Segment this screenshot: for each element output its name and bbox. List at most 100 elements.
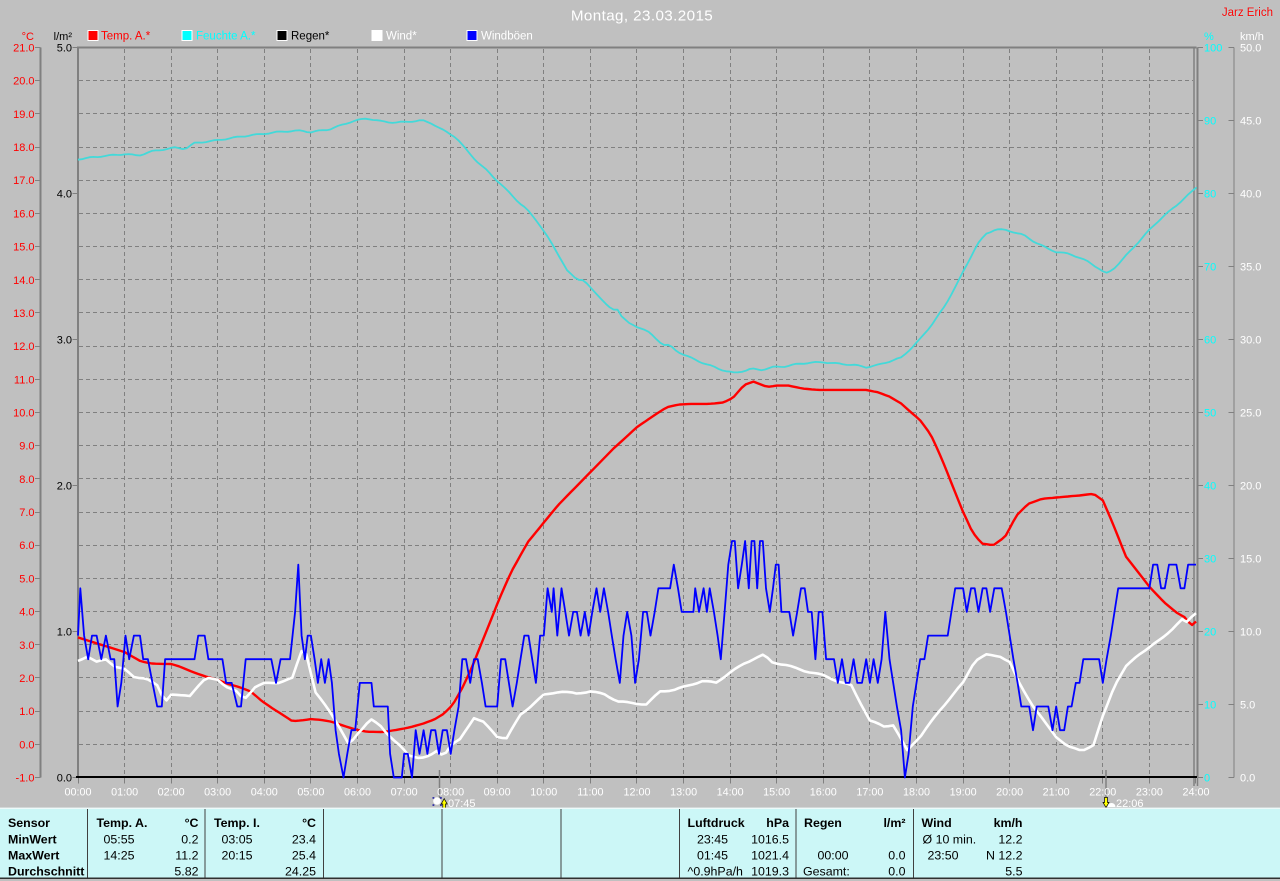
svg-text:20.0: 20.0: [13, 76, 34, 88]
svg-text:3.0: 3.0: [57, 335, 72, 347]
svg-text:l/m²: l/m²: [883, 816, 905, 830]
svg-text:40.0: 40.0: [1240, 189, 1261, 201]
svg-text:24:00: 24:00: [1182, 787, 1209, 799]
svg-text:70: 70: [1204, 262, 1216, 274]
svg-text:5.0: 5.0: [1240, 700, 1255, 712]
svg-text:100: 100: [1204, 43, 1222, 55]
svg-text:30: 30: [1204, 554, 1216, 566]
svg-text:12.2: 12.2: [998, 833, 1022, 847]
svg-text:12:00: 12:00: [623, 787, 650, 799]
svg-text:11:00: 11:00: [577, 787, 603, 799]
svg-text:17:00: 17:00: [856, 787, 883, 799]
svg-text:09:00: 09:00: [484, 787, 511, 799]
svg-text:0.0: 0.0: [888, 849, 905, 863]
svg-text:Gesamt:: Gesamt:: [803, 865, 850, 879]
svg-text:Jarz Erich: Jarz Erich: [1222, 7, 1273, 19]
svg-text:3.0: 3.0: [19, 640, 34, 652]
svg-text:2.0: 2.0: [19, 673, 34, 685]
svg-text:20.0: 20.0: [1240, 481, 1261, 493]
svg-text:17.0: 17.0: [13, 175, 34, 187]
svg-text:15.0: 15.0: [1240, 554, 1261, 566]
svg-text:1.0: 1.0: [57, 627, 72, 639]
svg-text:25.0: 25.0: [1240, 408, 1261, 420]
svg-text:6.0: 6.0: [19, 540, 34, 552]
svg-text:90: 90: [1204, 116, 1216, 128]
svg-text:13:00: 13:00: [670, 787, 697, 799]
svg-text:Montag, 23.03.2015: Montag, 23.03.2015: [571, 8, 713, 25]
svg-text:0.0: 0.0: [19, 739, 34, 751]
svg-text:16:00: 16:00: [810, 787, 837, 799]
svg-text:Wind*: Wind*: [386, 31, 417, 43]
svg-text:01:00: 01:00: [111, 787, 138, 799]
svg-text:60: 60: [1204, 335, 1216, 347]
svg-text:20: 20: [1204, 627, 1216, 639]
svg-text:Temp. A.: Temp. A.: [97, 816, 148, 830]
svg-text:10.0: 10.0: [1240, 627, 1261, 639]
svg-text:00:00: 00:00: [818, 849, 849, 863]
svg-text:7.0: 7.0: [19, 507, 34, 519]
svg-text:03:00: 03:00: [204, 787, 231, 799]
svg-text:10:00: 10:00: [530, 787, 557, 799]
svg-text:10.0: 10.0: [13, 408, 34, 420]
svg-text:14:00: 14:00: [717, 787, 744, 799]
svg-text:1.0: 1.0: [19, 706, 34, 718]
svg-text:Durchschnitt: Durchschnitt: [8, 865, 84, 879]
svg-text:1016.5: 1016.5: [751, 833, 789, 847]
svg-text:0: 0: [1204, 773, 1210, 785]
svg-text:18.0: 18.0: [13, 142, 34, 154]
svg-text:07:45: 07:45: [448, 798, 476, 810]
svg-text:l/m²: l/m²: [54, 31, 73, 43]
svg-text:05:00: 05:00: [297, 787, 324, 799]
svg-text:20:00: 20:00: [996, 787, 1023, 799]
svg-text:07:00: 07:00: [391, 787, 418, 799]
svg-text:Sensor: Sensor: [8, 816, 50, 830]
svg-text:80: 80: [1204, 189, 1216, 201]
svg-text:21.0: 21.0: [13, 43, 34, 55]
svg-text:°C: °C: [185, 816, 199, 830]
svg-text:N 12.2: N 12.2: [986, 849, 1023, 863]
svg-text:10: 10: [1204, 700, 1216, 712]
svg-text:°C: °C: [22, 31, 34, 43]
svg-text:00:00: 00:00: [64, 787, 91, 799]
svg-text:1019.3: 1019.3: [751, 865, 789, 879]
svg-text:04:00: 04:00: [251, 787, 278, 799]
svg-text:23:45: 23:45: [697, 833, 728, 847]
svg-text:45.0: 45.0: [1240, 116, 1261, 128]
svg-text:02:00: 02:00: [158, 787, 185, 799]
svg-text:0.0: 0.0: [1240, 773, 1255, 785]
svg-text:05:55: 05:55: [104, 833, 135, 847]
svg-text:20:15: 20:15: [222, 849, 253, 863]
svg-text:23:50: 23:50: [928, 849, 959, 863]
svg-text:9.0: 9.0: [19, 441, 34, 453]
svg-text:Temp. I.: Temp. I.: [214, 816, 260, 830]
svg-text:14.0: 14.0: [13, 275, 34, 287]
svg-text:Regen*: Regen*: [291, 31, 330, 43]
svg-text:01:45: 01:45: [697, 849, 728, 863]
svg-text:hPa: hPa: [766, 816, 789, 830]
svg-text:18:00: 18:00: [903, 787, 930, 799]
svg-text:19.0: 19.0: [13, 109, 34, 121]
svg-text:15.0: 15.0: [13, 242, 34, 254]
svg-text:5.0: 5.0: [57, 43, 72, 55]
svg-text:22:00: 22:00: [1089, 787, 1116, 799]
svg-text:Ø 10 min.: Ø 10 min.: [923, 833, 977, 847]
svg-text:5.5: 5.5: [1005, 865, 1022, 879]
svg-text:1021.4: 1021.4: [751, 849, 789, 863]
svg-text:15:00: 15:00: [763, 787, 790, 799]
svg-text:Luftdruck: Luftdruck: [688, 816, 745, 830]
svg-text:0.0: 0.0: [57, 773, 72, 785]
svg-text:13.0: 13.0: [13, 308, 34, 320]
svg-text:5.0: 5.0: [19, 573, 34, 585]
svg-text:50: 50: [1204, 408, 1216, 420]
svg-text:08:00: 08:00: [437, 787, 464, 799]
svg-text:0.2: 0.2: [181, 833, 198, 847]
svg-text:16.0: 16.0: [13, 208, 34, 220]
svg-text:Regen: Regen: [804, 816, 842, 830]
svg-text:11.2: 11.2: [175, 849, 198, 863]
svg-text:24.25: 24.25: [285, 865, 316, 879]
svg-text:25.4: 25.4: [292, 849, 316, 863]
svg-text:-1.0: -1.0: [16, 773, 35, 785]
svg-text:0.0: 0.0: [888, 865, 905, 879]
svg-text:^0.9hPa/h: ^0.9hPa/h: [688, 865, 744, 879]
svg-text:2.0: 2.0: [57, 481, 72, 493]
